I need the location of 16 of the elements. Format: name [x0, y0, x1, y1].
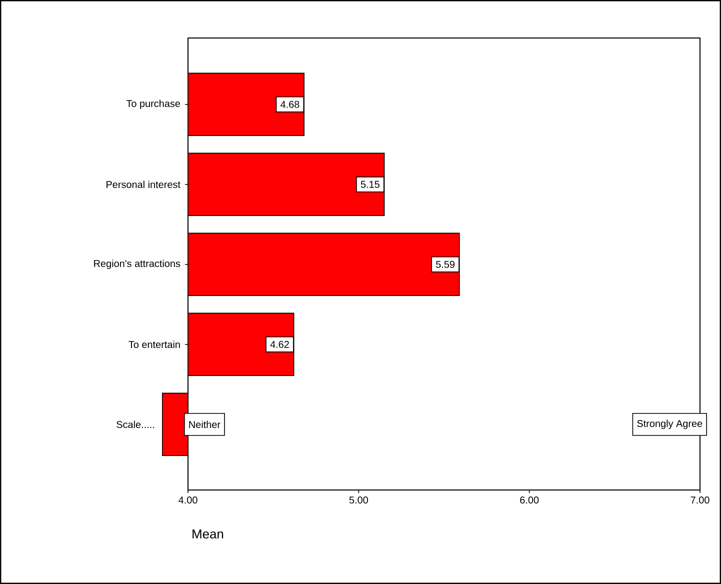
- data-label: 5.59: [436, 260, 455, 268]
- y-tick-label: To entertain: [128, 340, 180, 348]
- data-label: 4.62: [270, 340, 289, 348]
- annotation: Strongly Agree: [637, 420, 702, 430]
- y-tick-label: Personal interest: [106, 180, 180, 188]
- y-tick-label: Scale.....: [116, 420, 154, 428]
- x-tick-label: 5.00: [349, 496, 368, 504]
- annotation: Neither: [189, 420, 220, 428]
- data-label: 4.68: [280, 100, 300, 108]
- y-tick-label: Region's attractions: [94, 260, 180, 270]
- x-tick-label: 6.00: [520, 496, 539, 504]
- y-tick-label: To purchase: [126, 100, 180, 110]
- data-label: 5.15: [360, 180, 380, 188]
- x-tick-label: 4.00: [178, 496, 198, 504]
- x-axis-title: Mean: [192, 530, 224, 539]
- x-tick-label: 7.00: [690, 496, 710, 504]
